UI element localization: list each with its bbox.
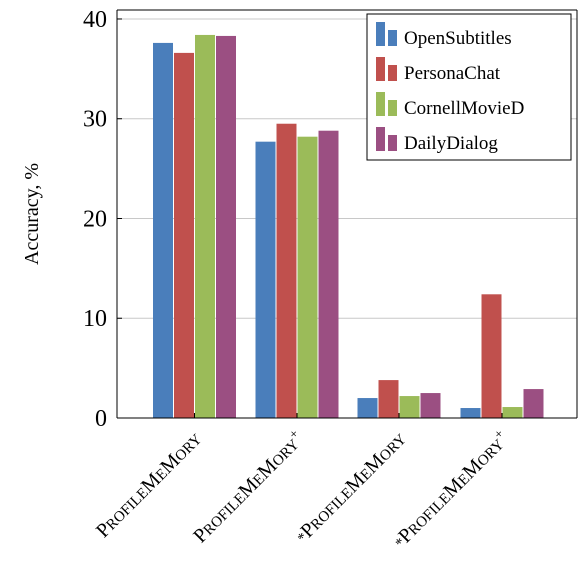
y-tick-label: 40 — [83, 7, 107, 33]
bar — [195, 34, 215, 419]
bar — [153, 42, 173, 419]
legend-label: OpenSubtitles — [404, 28, 512, 49]
legend-swatch — [388, 135, 397, 151]
legend-swatch — [388, 100, 397, 116]
bar — [502, 407, 523, 418]
bar — [357, 398, 378, 418]
legend-label: DailyDialog — [404, 133, 498, 154]
y-tick-label: 10 — [83, 306, 107, 332]
legend-swatch — [388, 30, 397, 46]
x-tick-label: *PROFILEMEMORY — [291, 428, 410, 547]
bar — [481, 294, 502, 418]
legend-label: PersonaChat — [404, 63, 501, 84]
bar — [216, 35, 236, 418]
bar — [378, 380, 399, 418]
bar — [523, 389, 544, 418]
legend-swatch — [376, 92, 385, 116]
bar — [276, 123, 297, 419]
legend-swatch — [376, 22, 385, 46]
x-tick-label: PROFILEMEMORY — [92, 428, 206, 542]
y-tick-label: 0 — [95, 406, 107, 432]
y-tick-label: 30 — [83, 107, 107, 133]
bar — [255, 141, 276, 419]
bar — [399, 396, 420, 418]
y-axis-title: Accuracy, % — [21, 163, 43, 265]
bar — [297, 136, 318, 418]
legend-swatch — [376, 127, 385, 151]
bar — [420, 393, 441, 418]
y-tick-label: 20 — [83, 206, 107, 232]
bar — [460, 408, 481, 418]
legend-label: CornellMovieD — [404, 98, 524, 119]
legend-box — [366, 13, 572, 161]
legend-swatch — [388, 65, 397, 81]
x-tick-label: PROFILEMEMORY+ — [187, 426, 308, 547]
bar — [174, 52, 194, 418]
legend-swatch — [376, 57, 385, 81]
bar — [318, 130, 339, 418]
